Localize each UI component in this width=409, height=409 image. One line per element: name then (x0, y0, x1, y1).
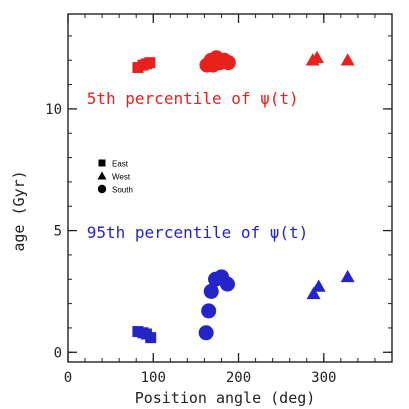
data-point-circle (201, 303, 217, 319)
x-tick-label: 0 (64, 370, 72, 386)
data-point-circle (198, 325, 214, 341)
data-point-circle (219, 276, 235, 292)
y-tick-label: 10 (45, 102, 62, 118)
data-point-triangle (340, 53, 355, 66)
x-tick-label: 100 (141, 370, 166, 386)
y-tick-label: 5 (54, 224, 62, 240)
legend-circle-icon (97, 184, 107, 194)
data-point-square (144, 57, 156, 69)
legend-label: West (112, 173, 131, 182)
x-tick-label: 300 (311, 370, 336, 386)
legend-triangle-icon (97, 171, 107, 180)
data-point-square (145, 332, 157, 344)
y-tick-label: 0 (54, 345, 62, 361)
annotations: 5th percentile of ψ(t) 95th percentile of… (87, 89, 309, 242)
annotation-label: 95th percentile of ψ(t) (87, 223, 309, 242)
data-points (132, 50, 355, 344)
annotation-label: 5th percentile of ψ(t) (87, 89, 299, 108)
plot-frame (67, 13, 393, 363)
legend: East West South (97, 159, 133, 195)
axis-ticks: 0 100 200 300 0 5 10 (45, 14, 393, 386)
data-point-triangle (340, 269, 355, 283)
data-point-triangle (311, 279, 326, 292)
legend-label: South (112, 186, 133, 195)
data-point-triangle (306, 286, 321, 300)
legend-square-icon (98, 159, 106, 167)
data-point-triangle (309, 50, 324, 64)
axes (67, 13, 393, 363)
data-point-circle (203, 283, 219, 299)
data-point-circle (220, 55, 236, 71)
x-axis-label: Position angle (deg) (135, 389, 316, 407)
legend-label: East (112, 160, 129, 169)
y-axis-label: age (Gyr) (10, 170, 28, 251)
x-tick-label: 200 (226, 370, 251, 386)
